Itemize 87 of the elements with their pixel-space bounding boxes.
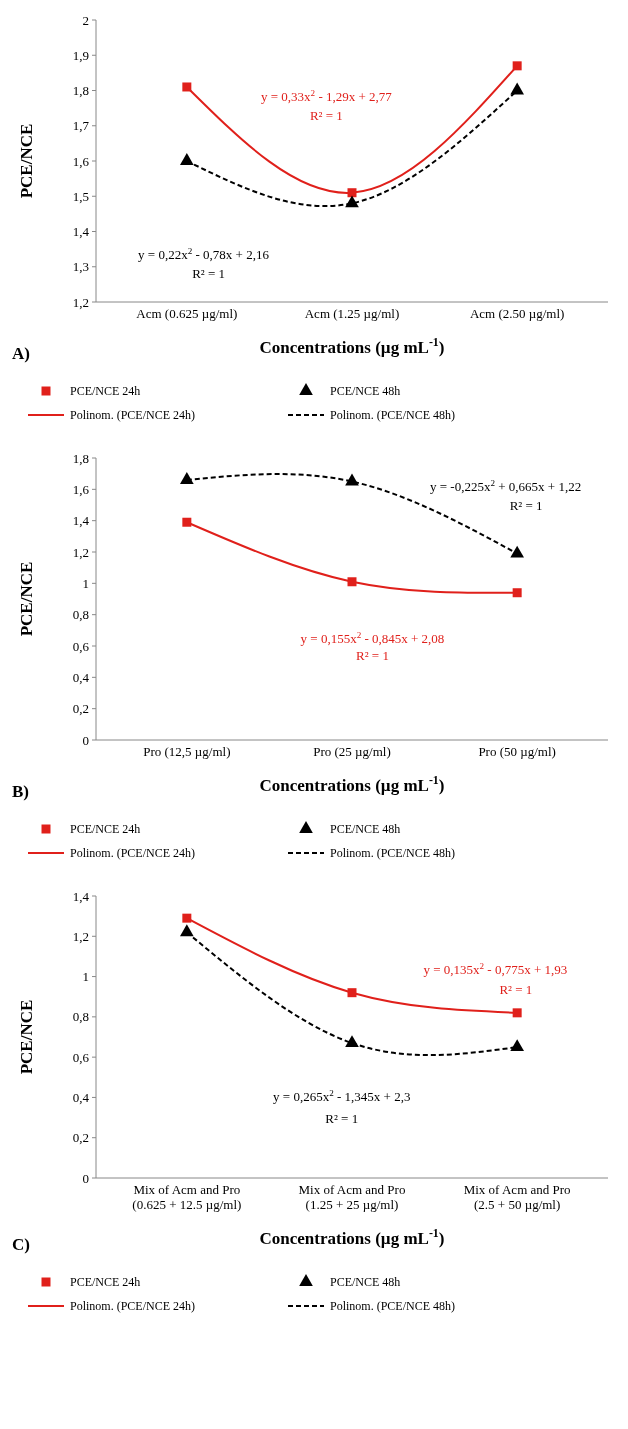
x-tick-label: Acm (1.25 µg/ml) bbox=[304, 306, 400, 321]
legend-label: Polinom. (PCE/NCE 48h) bbox=[330, 846, 456, 861]
point bbox=[510, 545, 524, 558]
y-tick-label: 1,8 bbox=[72, 83, 89, 99]
x-tick-label: Mix of Acm and Pro (2.5 + 50 µg/ml) bbox=[463, 1182, 571, 1212]
x-tick-label: Mix of Acm and Pro (0.625 + 12.5 µg/ml) bbox=[132, 1182, 242, 1212]
y-axis-title: PCE/NCE bbox=[17, 561, 36, 637]
legend-label: PCE/NCE 24h bbox=[70, 822, 141, 837]
text: B) bbox=[12, 781, 29, 801]
y-tick-label: 1,6 bbox=[72, 481, 90, 497]
point bbox=[347, 988, 357, 998]
y-tick-label: 1,2 bbox=[72, 544, 89, 560]
y-tick-label: 0,4 bbox=[72, 1089, 90, 1105]
annotation: R² = 1 bbox=[356, 647, 389, 663]
point bbox=[182, 82, 192, 92]
legend-label: PCE/NCE 48h bbox=[330, 384, 401, 399]
point bbox=[180, 924, 194, 937]
point bbox=[180, 472, 194, 484]
point bbox=[345, 473, 359, 486]
annotation: y = 0,135x$^{2}$ - 0,775x + 1,93 bbox=[423, 960, 568, 977]
y-tick-label: 1,9 bbox=[72, 47, 89, 63]
point bbox=[347, 188, 357, 198]
y-tick-label: 0 bbox=[82, 732, 89, 748]
legend-label: PCE/NCE 48h bbox=[330, 822, 401, 837]
annotation: R² = 1 bbox=[192, 266, 226, 282]
y-tick-label: 1,4 bbox=[72, 888, 90, 904]
y-tick-label: 1,8 bbox=[72, 450, 89, 466]
point bbox=[512, 1008, 522, 1018]
annotation: R² = 1 bbox=[309, 108, 343, 124]
legend-label: Polinom. (PCE/NCE 24h) bbox=[70, 846, 196, 861]
y-tick-label: 0,8 bbox=[72, 1009, 89, 1025]
y-tick-label: 0,6 bbox=[72, 638, 90, 654]
x-axis-title: Concentrations (µg mL$^{-1}$) bbox=[259, 1225, 445, 1248]
legend-label: PCE/NCE 48h bbox=[330, 1275, 401, 1290]
annotation: y = 0,33x$^{2}$ - 1,29x + 2,77 bbox=[260, 87, 393, 104]
x-tick-label: Mix of Acm and Pro (1.25 + 25 µg/ml) bbox=[298, 1182, 406, 1212]
y-tick-label: 1,4 bbox=[72, 513, 90, 529]
y-tick-label: 1,2 bbox=[72, 294, 89, 310]
annotation: R² = 1 bbox=[499, 981, 533, 997]
point bbox=[182, 517, 192, 527]
legend-label: PCE/NCE 24h bbox=[70, 1275, 141, 1290]
annotation: y = 0,22x$^{2}$ - 0,78x + 2,16 bbox=[138, 245, 270, 262]
y-tick-label: 1,3 bbox=[72, 259, 89, 275]
x-tick-label: Acm (0.625 µg/ml) bbox=[136, 306, 238, 321]
legend-label: Polinom. (PCE/NCE 24h) bbox=[70, 408, 196, 423]
y-tick-label: 1,6 bbox=[72, 153, 90, 169]
point bbox=[180, 153, 194, 165]
x-tick-label: Pro (12,5 µg/ml) bbox=[143, 744, 231, 759]
point bbox=[345, 1035, 359, 1047]
y-tick-label: 0,2 bbox=[72, 1130, 89, 1146]
annotation: y = -0,225x$^{2}$ + 0,665x + 1,22 bbox=[430, 477, 582, 494]
point bbox=[512, 61, 522, 71]
point bbox=[182, 913, 192, 923]
x-axis-title: Concentrations (µg mL$^{-1}$) bbox=[259, 334, 445, 357]
legend-label: Polinom. (PCE/NCE 24h) bbox=[70, 1299, 196, 1314]
x-tick-label: Pro (50 µg/ml) bbox=[478, 744, 556, 759]
annotation: y = 0,265x$^{2}$ - 1,345x + 2,3 bbox=[273, 1087, 411, 1104]
y-tick-label: 1,5 bbox=[72, 188, 89, 204]
y-tick-label: 0 bbox=[82, 1170, 89, 1186]
point bbox=[510, 82, 524, 95]
y-tick-label: 1,2 bbox=[72, 928, 89, 944]
annotation: y = 0,155x$^{2}$ - 0,845x + 2,08 bbox=[300, 630, 445, 647]
y-tick-label: 0,4 bbox=[72, 669, 90, 685]
point bbox=[345, 195, 359, 208]
y-tick-label: 1 bbox=[82, 575, 89, 591]
annotation: R² = 1 bbox=[509, 498, 543, 514]
y-tick-label: 1,7 bbox=[72, 118, 90, 134]
y-tick-label: 1,4 bbox=[72, 224, 90, 240]
legend-label: PCE/NCE 24h bbox=[70, 384, 141, 399]
y-tick-label: 0,6 bbox=[72, 1049, 90, 1065]
y-tick-label: 1 bbox=[82, 969, 89, 985]
text: C) bbox=[12, 1234, 30, 1254]
y-tick-label: 0,8 bbox=[72, 607, 89, 623]
x-tick-label: Acm (2.50 µg/ml) bbox=[469, 306, 565, 321]
x-axis-title: Concentrations (µg mL$^{-1}$) bbox=[259, 772, 445, 795]
y-axis-title: PCE/NCE bbox=[17, 999, 36, 1075]
annotation: R² = 1 bbox=[325, 1111, 359, 1127]
point bbox=[510, 1039, 524, 1052]
legend-label: Polinom. (PCE/NCE 48h) bbox=[330, 408, 456, 423]
text: A) bbox=[12, 343, 30, 363]
legend-label: Polinom. (PCE/NCE 48h) bbox=[330, 1299, 456, 1314]
y-tick-label: 2 bbox=[82, 12, 89, 28]
point bbox=[512, 588, 522, 598]
point bbox=[347, 577, 357, 587]
x-tick-label: Pro (25 µg/ml) bbox=[313, 744, 391, 759]
y-axis-title: PCE/NCE bbox=[17, 123, 36, 199]
y-tick-label: 0,2 bbox=[72, 701, 89, 717]
